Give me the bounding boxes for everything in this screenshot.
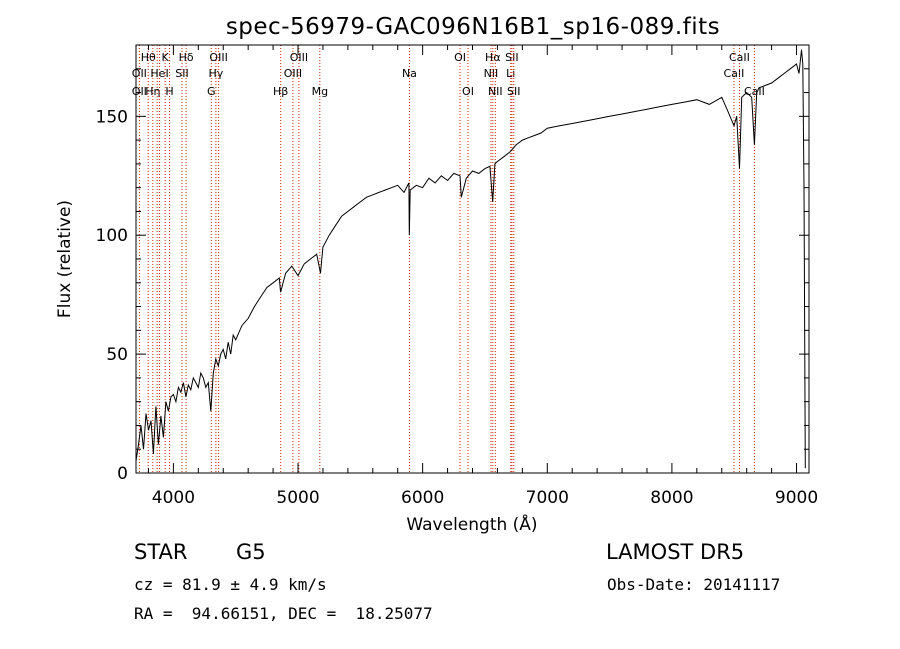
redshift-text: cz = 81.9 ± 4.9 km/s	[134, 575, 327, 594]
obs-date-text: Obs-Date: 20141117	[607, 575, 781, 594]
line-marker-label: Hγ	[208, 67, 223, 80]
line-marker-label: NII	[484, 67, 499, 80]
x-tick-label: 9000	[775, 488, 818, 508]
x-tick-label: 4000	[152, 488, 195, 508]
line-marker-label: NII	[488, 85, 503, 98]
line-marker-label: OIII	[284, 67, 302, 80]
line-marker-label: HeI	[150, 67, 168, 80]
survey-name: LAMOST DR5	[606, 540, 745, 564]
line-marker-label: H	[165, 85, 173, 98]
star-class: STAR	[134, 540, 188, 564]
line-marker-label: OI	[462, 85, 474, 98]
line-marker-label: Hη	[145, 85, 160, 98]
line-marker-label: Na	[402, 67, 417, 80]
line-marker-label: Hθ	[141, 51, 156, 64]
axes: 4000 5000 6000 7000 8000 9000 0 50 100 150	[96, 45, 818, 508]
line-markers: OIIOIIHθHηHeIKHSIIHδGHγOIIIHβOIIIOIIIMgN…	[132, 45, 765, 473]
line-marker-label: Mg	[312, 85, 328, 98]
line-marker-label: G	[207, 85, 216, 98]
chart-title: spec-56979-GAC096N16B1_sp16-089.fits	[226, 14, 720, 40]
line-marker-label: Li	[506, 67, 515, 80]
line-marker-label: OI	[454, 51, 466, 64]
line-marker-label: CaII	[729, 51, 750, 64]
y-axis-label: Flux (relative)	[55, 200, 75, 318]
line-marker-label: OIII	[209, 51, 227, 64]
line-marker-label: Hδ	[179, 51, 194, 64]
line-marker-label: K	[162, 51, 170, 64]
x-axis-label: Wavelength (Å)	[406, 513, 537, 535]
y-tick-label: 150	[96, 107, 128, 127]
x-tick-label: 5000	[276, 488, 319, 508]
spectrum-line	[135, 49, 806, 469]
coordinates-text: RA = 94.66151, DEC = 18.25077	[134, 604, 433, 623]
line-marker-label: OIII	[290, 51, 308, 64]
star-subclass: G5	[236, 540, 266, 564]
y-tick-label: 100	[96, 226, 128, 246]
x-tick-label: 6000	[401, 488, 444, 508]
plot-frame	[135, 44, 810, 474]
x-tick-label: 8000	[650, 488, 693, 508]
line-marker-label: Hα	[485, 51, 501, 64]
x-tick-label: 7000	[526, 488, 569, 508]
line-marker-label: SII	[175, 67, 188, 80]
line-marker-label: SII	[505, 51, 518, 64]
y-tick-label: 0	[117, 464, 128, 484]
line-marker-label: CaII	[724, 67, 745, 80]
y-tick-label: 50	[106, 345, 128, 365]
line-marker-label: SII	[507, 85, 520, 98]
line-marker-label: Hβ	[273, 85, 288, 98]
